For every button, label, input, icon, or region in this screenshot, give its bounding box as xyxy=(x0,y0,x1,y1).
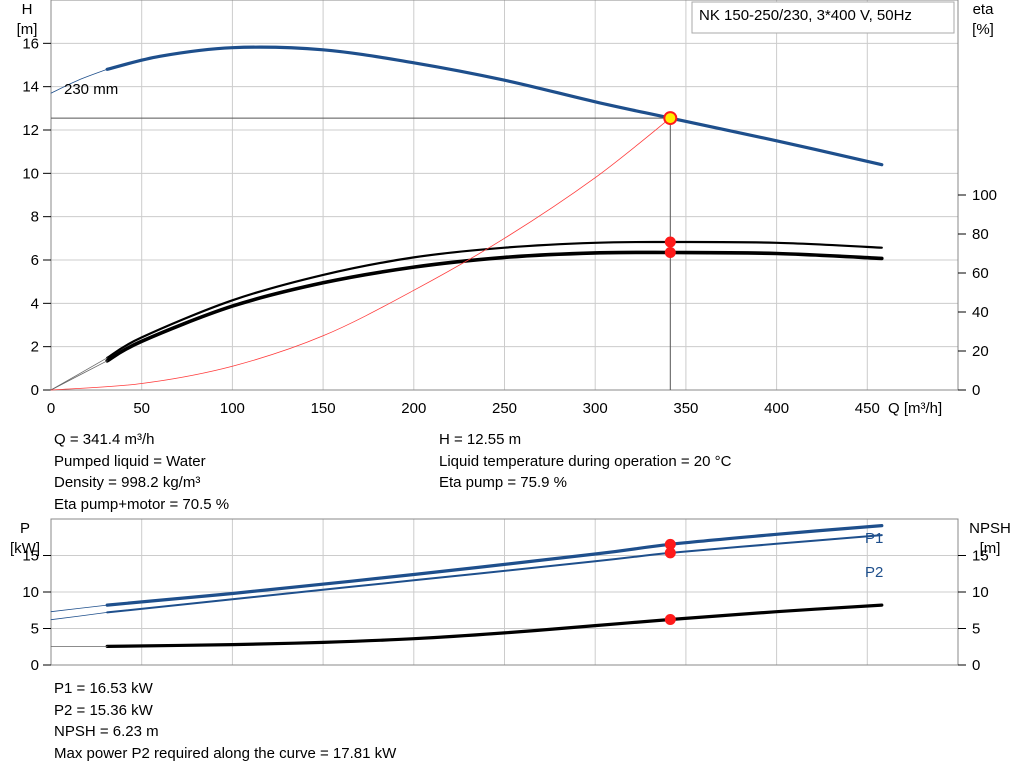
x-tick-label: 50 xyxy=(133,400,150,417)
p2-readout: P2 = 15.36 kW xyxy=(54,701,153,719)
p1-curve xyxy=(105,524,884,607)
npsh-axis-label-2: [m] xyxy=(980,540,1001,557)
h-tick-label: 0 xyxy=(31,382,39,399)
x-tick-label: 200 xyxy=(401,400,426,417)
duty-point-eta-pump xyxy=(664,236,676,248)
x-tick-label: 450 xyxy=(855,400,880,417)
eta-pump-readout: Eta pump = 75.9 % xyxy=(439,474,567,491)
npsh-axis-label-1: NPSH xyxy=(969,520,1011,537)
h-tick-label: 16 xyxy=(22,35,39,52)
npsh-tick-label: 10 xyxy=(972,584,989,601)
density-readout: Density = 998.2 kg/m³ xyxy=(54,474,201,491)
x-tick-label: 300 xyxy=(583,400,608,417)
h-axis-label-1: H xyxy=(22,1,33,18)
head-readout: H = 12.55 m xyxy=(439,431,522,448)
duty-info-col2: H = 12.55 m Liquid temperature during op… xyxy=(439,429,731,494)
h-tick-label: 8 xyxy=(31,209,39,226)
npsh-tick-label: 0 xyxy=(972,657,980,674)
h-tick-label: 12 xyxy=(22,122,39,139)
p1-ext-curve xyxy=(50,604,108,613)
p-tick-label: 5 xyxy=(31,621,39,638)
eta-tick-label: 0 xyxy=(972,382,980,399)
npsh-readout: NPSH = 6.23 m xyxy=(54,723,159,740)
eta-total-ext-curve xyxy=(50,360,108,391)
p2-series-label: P2 xyxy=(865,564,883,581)
p1-readout: P1 = 16.53 kW xyxy=(54,680,153,697)
duty-point-p1 xyxy=(664,538,676,550)
p-tick-label: 10 xyxy=(22,584,39,601)
p-tick-label: 0 xyxy=(31,657,39,674)
duty-point-npsh xyxy=(664,614,676,626)
temperature-readout: Liquid temperature during operation = 20… xyxy=(439,452,732,470)
eta-tick-label: 80 xyxy=(972,226,989,243)
p-axis-label-1: P xyxy=(20,520,30,537)
x-tick-label: 0 xyxy=(47,400,55,417)
h-tick-label: 2 xyxy=(31,339,39,356)
x-axis-label: Q [m³/h] xyxy=(888,400,942,417)
x-tick-label: 350 xyxy=(673,400,698,417)
npsh-tick-label: 15 xyxy=(972,548,989,565)
x-tick-label: 250 xyxy=(492,400,517,417)
p1-series-label: P1 xyxy=(865,530,883,547)
npsh-tick-label: 5 xyxy=(972,621,980,638)
p-tick-label: 15 xyxy=(22,548,39,565)
p2-curve xyxy=(106,534,883,614)
h-tick-label: 14 xyxy=(22,79,39,96)
system-curve xyxy=(50,117,671,391)
title-box xyxy=(691,1,955,34)
duty-info-col1: Q = 341.4 m³/h Pumped liquid = Water Den… xyxy=(54,429,229,515)
head-ext-curve xyxy=(50,68,108,94)
eta-total-readout: Eta pump+motor = 70.5 % xyxy=(54,495,230,513)
eta-axis-label-2: [%] xyxy=(972,21,994,38)
eta-total-curve xyxy=(105,250,884,363)
p-axis-label-2: [kW] xyxy=(10,540,40,557)
head-curve xyxy=(105,45,884,167)
h-tick-label: 10 xyxy=(22,165,39,182)
npsh-curve xyxy=(105,603,884,648)
eta-axis-label-1: eta xyxy=(973,1,995,18)
x-tick-label: 400 xyxy=(764,400,789,417)
eta-pump-curve xyxy=(106,240,883,359)
p2-ext-curve xyxy=(50,612,108,621)
chart-title: NK 150-250/230, 3*400 V, 50Hz xyxy=(699,7,912,24)
eta-tick-label: 20 xyxy=(972,343,989,360)
flow-readout: Q = 341.4 m³/h xyxy=(54,431,155,448)
liquid-readout: Pumped liquid = Water xyxy=(54,452,206,470)
x-tick-label: 150 xyxy=(311,400,336,417)
duty-point-eta-total xyxy=(664,247,676,259)
eta-tick-label: 40 xyxy=(972,304,989,321)
h-tick-label: 4 xyxy=(31,295,39,312)
power-info: P1 = 16.53 kW P2 = 15.36 kW NPSH = 6.23 … xyxy=(54,678,396,764)
max-power-readout: Max power P2 required along the curve = … xyxy=(54,744,397,762)
duty-point-p2 xyxy=(664,547,676,559)
h-axis-label-2: [m] xyxy=(17,21,38,38)
x-tick-label: 100 xyxy=(220,400,245,417)
duty-point-head xyxy=(663,111,678,126)
impeller-label: 230 mm xyxy=(64,81,118,98)
eta-tick-label: 60 xyxy=(972,265,989,282)
eta-tick-label: 100 xyxy=(972,187,997,204)
top-chart-grid xyxy=(50,0,958,391)
h-tick-label: 6 xyxy=(31,252,39,269)
